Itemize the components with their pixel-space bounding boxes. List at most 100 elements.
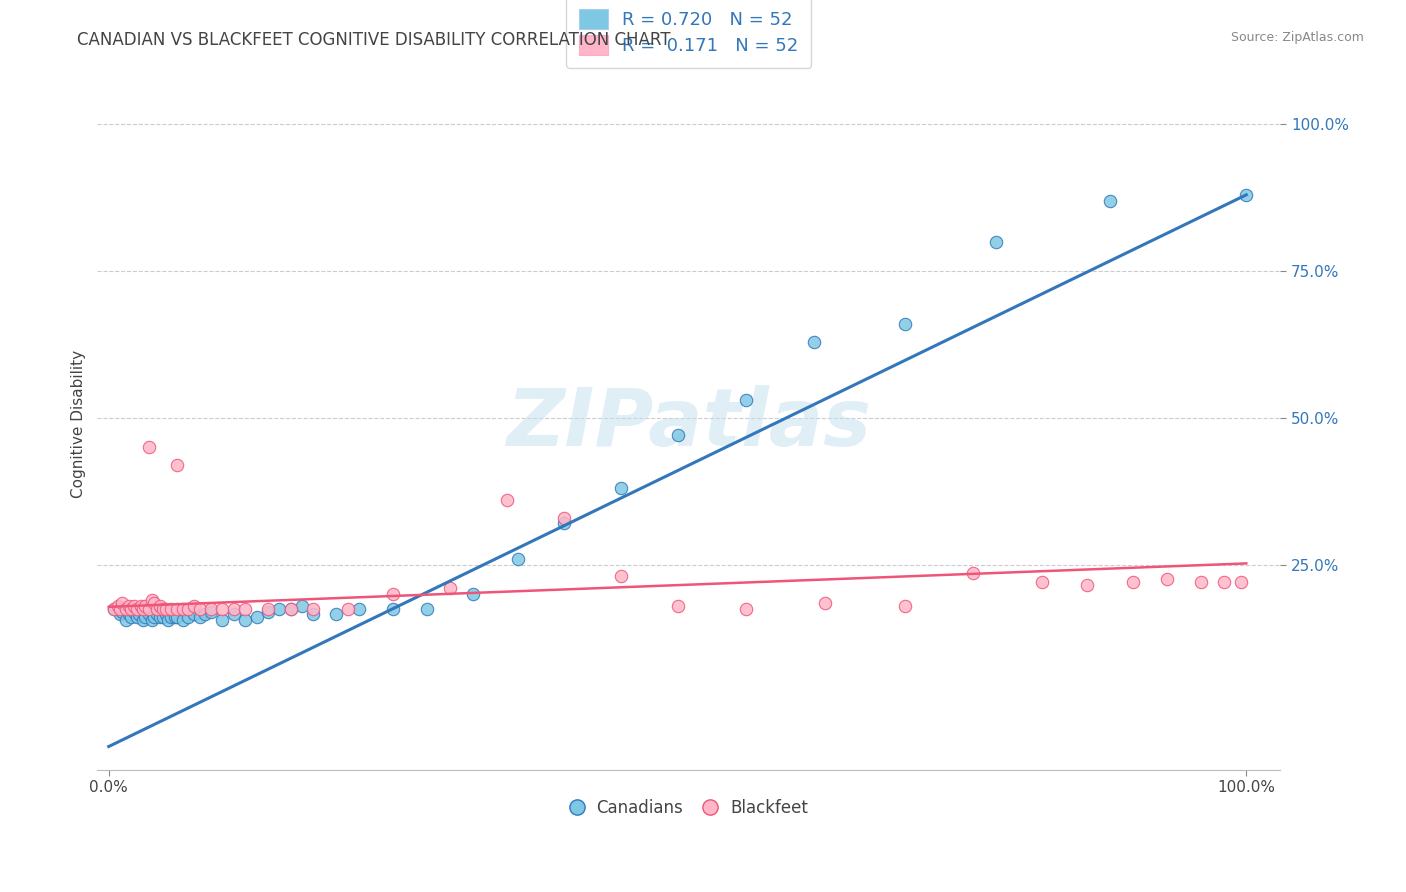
Point — [155, 607, 177, 622]
Point — [302, 607, 325, 622]
Point — [121, 601, 143, 615]
Point — [141, 592, 163, 607]
Point — [200, 601, 222, 615]
Point — [172, 601, 194, 615]
Point — [553, 510, 575, 524]
Point — [163, 610, 186, 624]
Point — [734, 393, 756, 408]
Point — [211, 601, 233, 615]
Point — [103, 601, 125, 615]
Point — [127, 610, 149, 624]
Point — [141, 613, 163, 627]
Point — [734, 601, 756, 615]
Point — [138, 440, 160, 454]
Point — [280, 601, 302, 615]
Point — [1234, 187, 1257, 202]
Point — [894, 317, 917, 331]
Point — [609, 481, 631, 495]
Point — [257, 605, 280, 619]
Point — [211, 613, 233, 627]
Point — [118, 607, 141, 622]
Point — [609, 569, 631, 583]
Point — [156, 613, 179, 627]
Point — [666, 428, 689, 442]
Point — [183, 607, 205, 622]
Point — [166, 458, 188, 472]
Point — [132, 613, 155, 627]
Point — [1212, 575, 1234, 590]
Legend: Canadians, Blackfeet: Canadians, Blackfeet — [564, 793, 814, 824]
Point — [194, 607, 217, 622]
Point — [1076, 578, 1098, 592]
Point — [143, 596, 166, 610]
Y-axis label: Cognitive Disability: Cognitive Disability — [72, 350, 86, 498]
Point — [149, 610, 172, 624]
Point — [122, 605, 145, 619]
Point — [188, 610, 211, 624]
Text: ZIPatlas: ZIPatlas — [506, 384, 872, 463]
Point — [962, 566, 984, 581]
Point — [128, 607, 150, 622]
Point — [177, 610, 200, 624]
Point — [138, 601, 160, 615]
Point — [127, 601, 149, 615]
Point — [302, 601, 325, 615]
Point — [984, 235, 1007, 249]
Point — [108, 601, 131, 615]
Point — [280, 601, 302, 615]
Point — [172, 613, 194, 627]
Point — [814, 596, 837, 610]
Point — [382, 587, 405, 601]
Point — [160, 610, 183, 624]
Point — [461, 587, 484, 601]
Point — [107, 599, 129, 613]
Point — [132, 601, 155, 615]
Point — [145, 607, 167, 622]
Point — [114, 601, 136, 615]
Point — [257, 601, 280, 615]
Point — [803, 334, 825, 349]
Point — [129, 599, 152, 613]
Point — [269, 601, 291, 615]
Point — [108, 607, 131, 622]
Point — [246, 610, 269, 624]
Point — [1189, 575, 1212, 590]
Text: CANADIAN VS BLACKFEET COGNITIVE DISABILITY CORRELATION CHART: CANADIAN VS BLACKFEET COGNITIVE DISABILI… — [77, 31, 671, 49]
Point — [177, 601, 200, 615]
Point — [222, 601, 245, 615]
Point — [233, 613, 256, 627]
Point — [160, 601, 183, 615]
Point — [183, 599, 205, 613]
Point — [111, 605, 134, 619]
Point — [553, 516, 575, 531]
Point — [666, 599, 689, 613]
Point — [152, 610, 174, 624]
Point — [149, 599, 172, 613]
Point — [416, 601, 439, 615]
Point — [894, 599, 917, 613]
Point — [439, 581, 461, 595]
Point — [143, 610, 166, 624]
Point — [114, 613, 136, 627]
Point — [291, 599, 314, 613]
Point — [138, 607, 160, 622]
Point — [496, 493, 519, 508]
Point — [1121, 575, 1143, 590]
Point — [134, 599, 156, 613]
Point — [134, 610, 156, 624]
Point — [325, 607, 347, 622]
Point — [103, 601, 125, 615]
Point — [347, 601, 370, 615]
Point — [222, 607, 245, 622]
Point — [508, 551, 530, 566]
Point — [118, 599, 141, 613]
Point — [166, 601, 188, 615]
Point — [122, 599, 145, 613]
Point — [200, 605, 222, 619]
Point — [188, 601, 211, 615]
Point — [336, 601, 359, 615]
Point — [1229, 575, 1251, 590]
Point — [121, 610, 143, 624]
Point — [155, 601, 177, 615]
Point — [1031, 575, 1053, 590]
